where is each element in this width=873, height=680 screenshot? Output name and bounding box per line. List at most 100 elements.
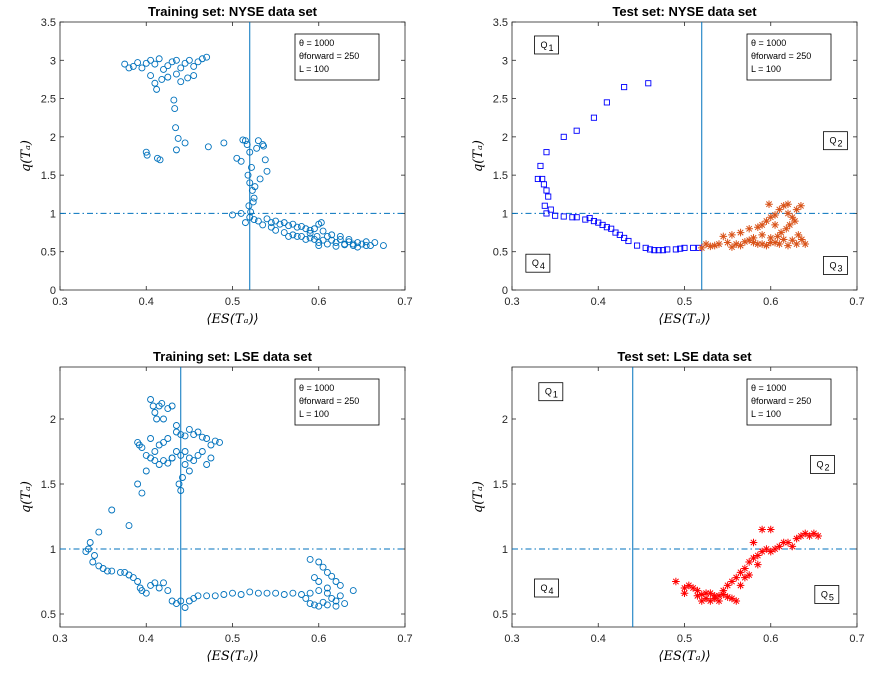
data-point	[164, 459, 172, 467]
data-point	[728, 243, 736, 251]
data-point	[719, 590, 728, 599]
data-point	[797, 201, 805, 210]
data-point	[142, 467, 150, 475]
quadrant-label: Q	[821, 590, 828, 600]
param-L: L = 100	[299, 64, 329, 74]
x-tick-label: 0.7	[397, 633, 412, 645]
data-point	[543, 187, 550, 194]
data-point	[328, 236, 336, 244]
data-point	[280, 591, 288, 598]
x-tick-label: 0.4	[591, 633, 606, 645]
data-point	[754, 551, 762, 560]
data-point	[680, 584, 689, 592]
parameter-box	[294, 33, 380, 81]
data-point	[164, 587, 172, 595]
data-point	[138, 489, 146, 497]
data-point	[784, 241, 792, 250]
data-point	[719, 232, 728, 241]
data-point	[151, 579, 159, 587]
data-point	[758, 231, 766, 239]
data-point	[125, 522, 133, 530]
param-theta-forward: θforward = 250	[751, 396, 811, 406]
data-point	[237, 209, 245, 217]
data-point	[246, 588, 254, 596]
data-point	[655, 247, 662, 254]
data-point	[293, 223, 301, 231]
data-point	[203, 461, 211, 468]
y-tick-label: 3	[50, 55, 56, 67]
data-point	[246, 148, 254, 156]
data-point	[715, 592, 723, 600]
data-point	[121, 60, 129, 68]
data-point	[762, 545, 771, 553]
data-point	[782, 224, 791, 233]
data-point	[147, 56, 155, 64]
data-point	[771, 238, 779, 247]
data-point	[203, 592, 211, 600]
data-point	[766, 547, 775, 556]
data-point	[263, 167, 271, 175]
data-point	[241, 219, 249, 227]
data-point	[181, 139, 189, 147]
data-point	[560, 213, 567, 220]
data-point	[245, 202, 253, 210]
data-point	[621, 234, 628, 241]
data-point	[534, 175, 541, 183]
data-point	[659, 247, 666, 254]
data-point	[371, 239, 379, 246]
data-point	[719, 586, 728, 595]
data-point	[537, 162, 544, 170]
x-axis-label: ⟨ES(Tₐ)⟩	[206, 649, 258, 664]
data-point	[794, 231, 803, 239]
data-point	[285, 232, 293, 240]
data-point	[582, 216, 589, 223]
data-point	[160, 579, 167, 587]
data-point	[801, 240, 810, 248]
data-point	[797, 532, 805, 540]
data-point	[349, 587, 357, 595]
data-point	[336, 236, 344, 243]
data-point	[181, 461, 189, 468]
data-point	[345, 236, 353, 243]
data-point	[134, 578, 142, 585]
data-point	[328, 572, 336, 580]
y-axis-label: q(Tₐ)	[19, 140, 34, 172]
data-point	[328, 231, 336, 239]
data-point	[341, 241, 349, 249]
data-point	[728, 577, 736, 586]
panel-title: Training set: LSE data set	[153, 349, 313, 364]
data-point	[190, 457, 198, 465]
data-point	[172, 448, 180, 455]
data-point	[174, 134, 182, 142]
data-point	[779, 201, 788, 210]
data-point	[160, 438, 167, 446]
y-tick-label: 1.5	[493, 170, 508, 182]
data-point	[741, 573, 749, 582]
data-point	[91, 552, 98, 559]
data-point	[306, 555, 314, 563]
data-point	[310, 225, 318, 233]
data-point	[177, 451, 185, 459]
data-point	[792, 205, 801, 214]
data-point	[552, 212, 559, 219]
data-point	[172, 70, 180, 78]
param-L: L = 100	[751, 64, 781, 74]
data-point	[323, 240, 331, 248]
y-tick-label: 2	[502, 414, 508, 426]
data-point	[134, 480, 142, 488]
param-L: L = 100	[299, 409, 329, 419]
quadrant-label-subscript: 4	[540, 261, 545, 271]
data-point	[181, 604, 189, 611]
data-point	[689, 584, 697, 592]
y-tick-label: 3.5	[493, 17, 508, 29]
data-point	[204, 143, 212, 151]
data-point	[243, 141, 251, 148]
quadrant-label-box	[534, 578, 559, 598]
quadrant-label-subscript: 1	[553, 390, 558, 400]
data-point	[246, 179, 254, 187]
data-point	[788, 213, 797, 222]
y-tick-label: 1	[502, 544, 508, 556]
data-point	[749, 238, 758, 247]
x-tick-label: 0.7	[849, 296, 864, 308]
